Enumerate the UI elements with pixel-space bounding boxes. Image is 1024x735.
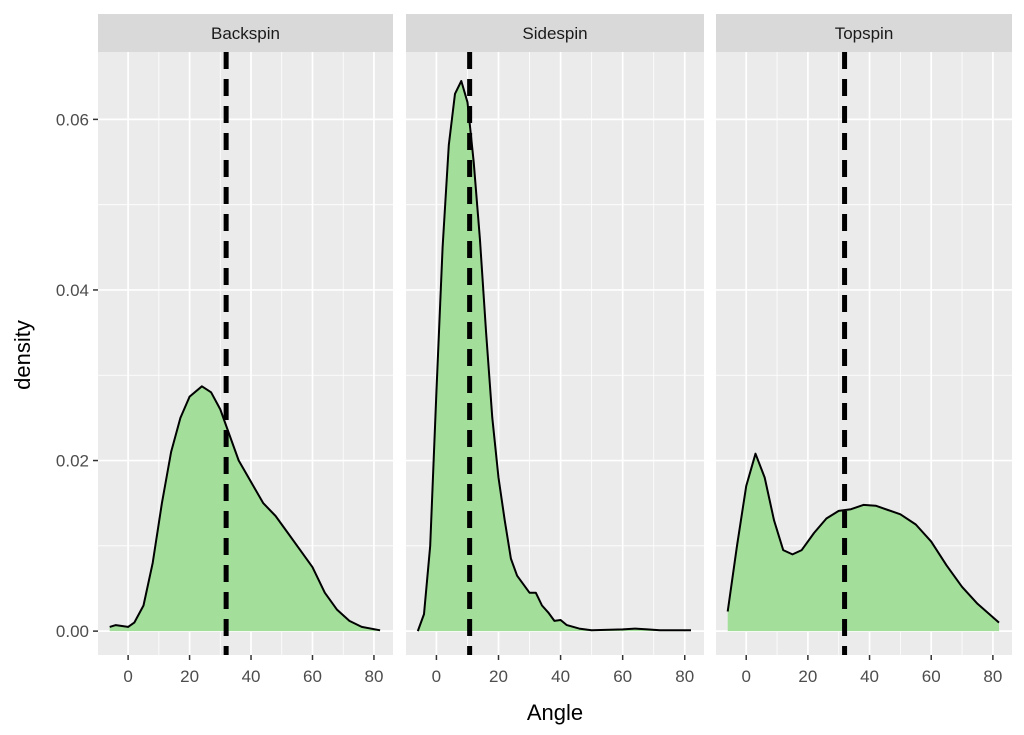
x-tick-label: 80 bbox=[983, 667, 1002, 686]
density-line bbox=[726, 452, 1000, 624]
x-tick-label: 20 bbox=[489, 667, 508, 686]
x-tick-label: 40 bbox=[551, 667, 570, 686]
facet-strip-label: Sidespin bbox=[522, 24, 587, 43]
x-tick-label: 40 bbox=[860, 667, 879, 686]
y-tick-label: 0.00 bbox=[56, 622, 89, 641]
x-tick-label: 80 bbox=[675, 667, 694, 686]
x-tick-label: 60 bbox=[922, 667, 941, 686]
x-tick-label: 0 bbox=[741, 667, 750, 686]
x-tick-label: 40 bbox=[242, 667, 261, 686]
x-tick-label: 0 bbox=[123, 667, 132, 686]
facet-strip bbox=[98, 14, 393, 52]
density-area bbox=[417, 81, 691, 632]
density-area bbox=[109, 386, 381, 632]
x-tick-label: 20 bbox=[798, 667, 817, 686]
x-tick-label: 60 bbox=[613, 667, 632, 686]
facet-sidespin: Sidespin 0 20 40 60 80 bbox=[406, 14, 704, 686]
y-tick-label: 0.04 bbox=[56, 281, 89, 300]
x-axis-label: Angle bbox=[527, 700, 583, 725]
facet-backspin: Backspin 0 20 40 60 80 bbox=[98, 14, 393, 686]
x-tick-label: 60 bbox=[303, 667, 322, 686]
density-line bbox=[416, 80, 691, 632]
x-tick-label: 80 bbox=[364, 667, 383, 686]
facet-topspin: Topspin 0 20 40 60 80 bbox=[716, 14, 1012, 686]
facet-strip bbox=[716, 14, 1012, 52]
facet-strip-label: Backspin bbox=[211, 24, 280, 43]
y-axis-label: density bbox=[10, 320, 35, 390]
facet-strip bbox=[406, 14, 704, 52]
x-tick-label: 20 bbox=[180, 667, 199, 686]
density-line bbox=[109, 385, 381, 632]
density-area bbox=[727, 453, 1000, 632]
y-tick-label: 0.02 bbox=[56, 452, 89, 471]
y-tick-label: 0.06 bbox=[56, 110, 89, 129]
x-tick-label: 0 bbox=[432, 667, 441, 686]
facet-strip-label: Topspin bbox=[835, 24, 894, 43]
